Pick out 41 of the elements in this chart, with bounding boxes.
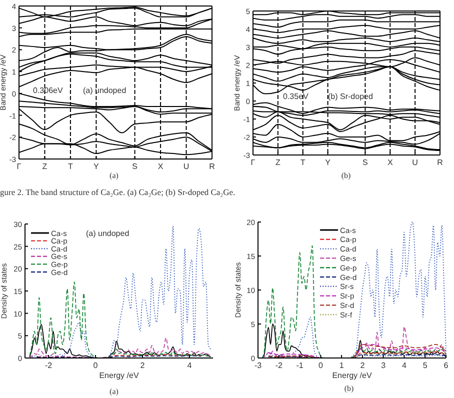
annotation: (a) undoped <box>86 229 130 238</box>
annotation: (b) Sr-doped <box>328 92 373 101</box>
x-tick-label: T <box>68 162 74 171</box>
x-tick-label: Z <box>42 162 48 171</box>
annotation: 0.35eV <box>283 92 310 101</box>
x-tick-label: -2 <box>275 361 283 370</box>
x-tick-label: 0 <box>318 361 324 370</box>
x-tick-label: -1 <box>296 361 304 370</box>
x-tick-label: 0 <box>93 361 98 370</box>
x-tick-label: 1 <box>339 361 344 370</box>
x-tick-label: U <box>183 162 190 171</box>
annotation: (a) undoped <box>83 86 126 95</box>
x-axis-title: Energy /eV <box>99 371 140 380</box>
x-tick-label: U <box>412 158 418 167</box>
text: gure 2. The band structure of Ca₂Ge. (a) Ca₂Ge; (b) Sr-doped Ca₂Ge. <box>0 187 236 197</box>
x-tick-label: S <box>132 162 138 171</box>
x-tick-label: X <box>387 158 394 167</box>
text: (a) <box>110 387 119 396</box>
x-tick-label: -2 <box>44 361 53 370</box>
x-tick-label: 4 <box>402 361 407 370</box>
x-tick-label: 4 <box>187 361 192 370</box>
text: (b) <box>341 171 351 180</box>
x-tick-label: 6 <box>444 361 449 370</box>
x-tick-label: Γ <box>16 162 22 171</box>
x-tick-label: R <box>209 162 216 171</box>
x-axis-title: Energy /eV <box>332 371 372 380</box>
x-tick-label: Y <box>94 162 100 171</box>
annotation: 0.306eV <box>33 86 64 95</box>
x-tick-label: 2 <box>360 361 366 370</box>
x-tick-label: Γ <box>250 158 256 167</box>
x-tick-label: T <box>300 158 306 167</box>
x-tick-label: R <box>437 158 444 167</box>
x-tick-label: S <box>362 158 368 167</box>
x-tick-label: 3 <box>381 361 386 370</box>
text: (b) <box>344 384 354 393</box>
x-tick-label: X <box>158 162 164 171</box>
x-tick-label: Y <box>325 158 332 167</box>
x-tick-label: Z <box>275 158 280 167</box>
x-tick-label: 5 <box>422 361 428 370</box>
x-tick-label: 2 <box>140 361 146 370</box>
text: (a) <box>110 171 119 180</box>
